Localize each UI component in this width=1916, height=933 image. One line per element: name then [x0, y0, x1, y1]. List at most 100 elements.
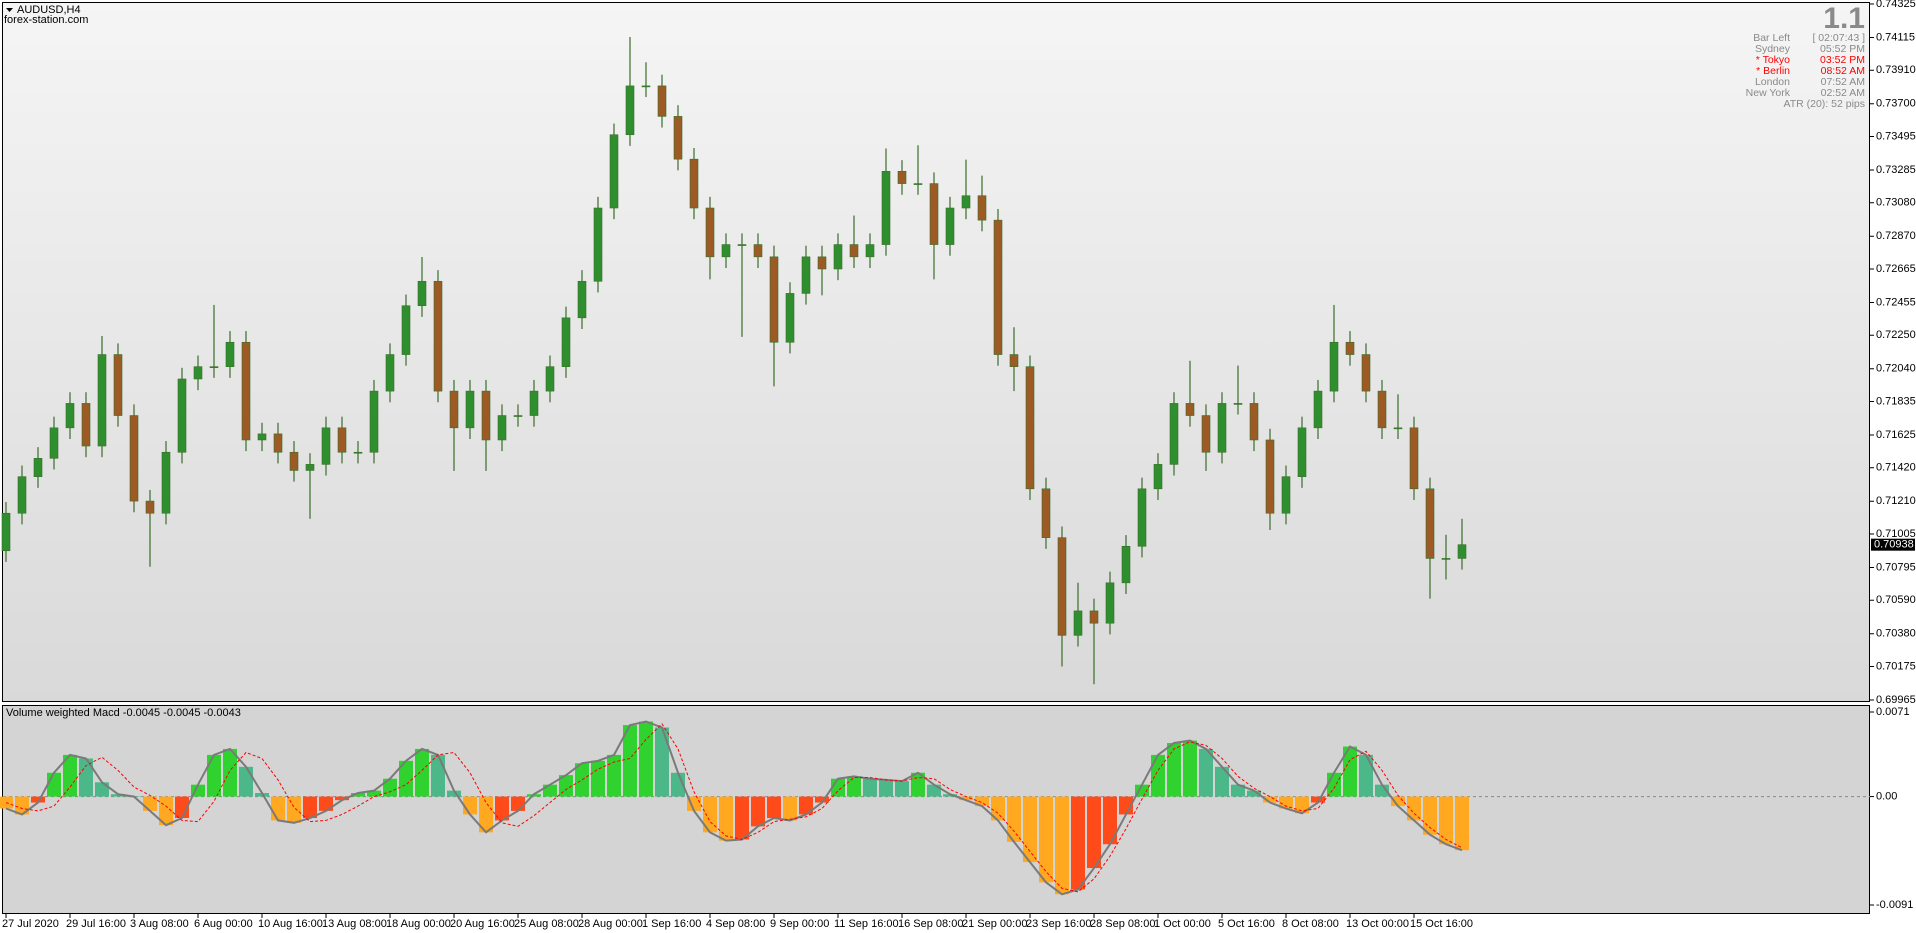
candle-body [257, 433, 267, 441]
histogram-bar [15, 796, 29, 815]
candle-body [801, 256, 811, 294]
histogram-bar [271, 796, 285, 821]
candle-body [833, 244, 843, 270]
y-tick-label: 0.69965 [1876, 694, 1916, 706]
x-tick-label: 1 Sep 16:00 [642, 918, 701, 930]
candle-body [1041, 488, 1051, 538]
histogram-bar [95, 782, 109, 797]
candle-body [609, 134, 619, 209]
session-name: New York [1746, 87, 1791, 99]
candle-body [1057, 537, 1067, 636]
session-time: 08:52 AM [1821, 65, 1865, 77]
candle-body [417, 280, 427, 307]
x-tick-label: 25 Aug 08:00 [514, 918, 579, 930]
candle-body [689, 158, 699, 209]
candle-body [1313, 390, 1323, 429]
histogram-bar [847, 776, 861, 797]
histogram-bar [607, 754, 621, 797]
y-tick-label: 0.73910 [1876, 64, 1916, 76]
x-tick-label: 4 Sep 08:00 [706, 918, 765, 930]
histogram-bar [79, 758, 93, 797]
histogram-bar [879, 779, 893, 797]
x-tick-label: 6 Aug 00:00 [194, 918, 253, 930]
y-tick-label: 0.74115 [1876, 31, 1915, 43]
candle-body [881, 170, 891, 245]
y-tick-label: 0.73700 [1876, 98, 1916, 110]
histogram-bar [1199, 748, 1213, 797]
y-tick-label: 0.71835 [1876, 395, 1916, 407]
histogram-bar [575, 763, 589, 797]
candle-body [433, 280, 443, 392]
histogram-bar [959, 796, 973, 801]
candle-body [913, 183, 923, 185]
histogram-bar [1215, 766, 1229, 797]
histogram-bar [1311, 796, 1325, 803]
x-tick-label: 28 Aug 00:00 [578, 918, 643, 930]
histogram-bar [31, 796, 45, 803]
x-tick-label: 27 Jul 2020 [2, 918, 59, 930]
histogram-bar [943, 794, 957, 797]
session-info: Bar Left [ 02:07:43 ] Sydney 05:52 PM * Toky… [1746, 32, 1865, 110]
candle-body [641, 85, 651, 88]
y-tick-label: 0.72870 [1876, 230, 1916, 242]
candle-body [929, 183, 939, 245]
histogram-bar [1231, 784, 1245, 797]
candle-body [753, 244, 763, 258]
histogram-bar [303, 796, 317, 819]
candle-body [737, 244, 747, 246]
histogram-bar [63, 754, 77, 797]
candle-body [545, 366, 555, 392]
histogram-bar [735, 796, 749, 840]
candle-body [1201, 415, 1211, 453]
histogram-bar [239, 766, 253, 797]
candle-body [993, 219, 1003, 355]
watermark: forex-station.com [4, 14, 88, 26]
y-tick-label: 0.73495 [1876, 130, 1916, 142]
candle-body [1137, 488, 1147, 547]
candle-body [1281, 476, 1291, 514]
candle-body [1265, 439, 1275, 514]
histogram-bar [1135, 784, 1149, 797]
histogram-bar [559, 775, 573, 797]
candle-body [129, 415, 139, 502]
histogram-bar [479, 796, 493, 833]
histogram-bar [1039, 796, 1053, 883]
signal-line [5, 723, 1463, 893]
histogram-bar [1327, 772, 1341, 797]
y-tick-label: 0.73080 [1876, 197, 1916, 209]
histogram-bar [1007, 796, 1021, 842]
histogram-bar [719, 796, 733, 841]
symbol-menu-arrow[interactable] [6, 8, 13, 12]
y-tick-label: 0.72250 [1876, 329, 1916, 341]
x-tick-label: 15 Oct 16:00 [1410, 918, 1473, 930]
histogram-bar [1183, 740, 1197, 797]
histogram-bar [191, 784, 205, 797]
candle-body [1361, 354, 1371, 392]
candle-body [369, 390, 379, 453]
candle-body [1409, 427, 1419, 490]
histogram-bar [223, 748, 237, 797]
histogram-bar [1167, 742, 1181, 797]
candle-body [145, 500, 155, 514]
y-tick-label: -0.0091 [1876, 899, 1913, 911]
candle-body [337, 427, 347, 453]
histogram-bar [1455, 796, 1469, 851]
session-time: 02:52 AM [1821, 87, 1865, 99]
y-tick-label: 0.70590 [1876, 594, 1916, 606]
candle-body [1329, 341, 1339, 392]
session-time: 03:52 PM [1820, 54, 1865, 66]
histogram-bar [703, 796, 717, 833]
histogram-bar [1023, 796, 1037, 863]
candle-body [1, 512, 11, 552]
candle-body [817, 256, 827, 270]
y-tick-label: 0.0071 [1876, 706, 1910, 718]
candle-body [769, 256, 779, 343]
candle-body [241, 341, 251, 441]
histogram-bar [623, 725, 637, 797]
x-tick-label: 5 Oct 16:00 [1218, 918, 1275, 930]
candle-body [1425, 488, 1435, 559]
candle-body [673, 116, 683, 160]
histogram-bar [1391, 796, 1405, 807]
histogram-bar [1103, 796, 1117, 845]
histogram-bar [1055, 796, 1069, 895]
